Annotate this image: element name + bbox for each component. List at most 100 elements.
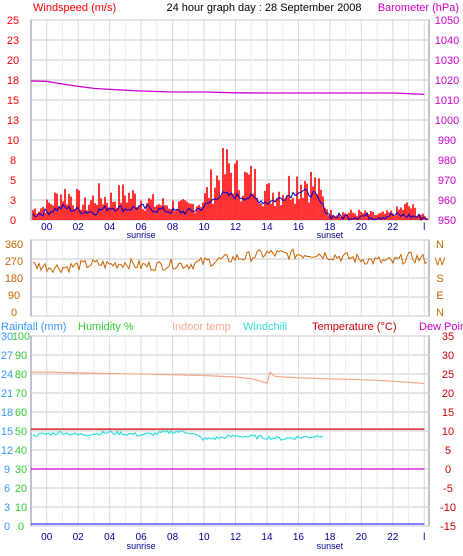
direction-degree-tick: 90 bbox=[8, 290, 20, 302]
direction-compass-tick: N bbox=[436, 307, 444, 319]
hour-label: 20 bbox=[356, 532, 368, 543]
hour-label: 18 bbox=[324, 532, 336, 543]
windspeed-tick: 20 bbox=[7, 55, 19, 67]
humidity-ticks: 0 10 20 30 40 50 60 70 80 90 100 bbox=[12, 331, 30, 533]
sunrise-label-bottom: sunrise bbox=[127, 541, 156, 551]
indoor-temp-legend: Indoor temp bbox=[172, 321, 231, 333]
hour-label: 08 bbox=[167, 532, 179, 543]
barometer-tick: 1000 bbox=[435, 115, 459, 127]
hour-label: 20 bbox=[356, 222, 368, 233]
humidity-tick: 90 bbox=[15, 350, 27, 362]
direction-compass-tick: E bbox=[436, 290, 443, 302]
windspeed-tick: 18 bbox=[7, 75, 19, 87]
rainfall-legend: Rainfall (mm) bbox=[1, 321, 66, 333]
humidity-legend: Humidity % bbox=[78, 321, 134, 333]
rainfall-tick: 6 bbox=[4, 483, 10, 495]
barometer-tick: 990 bbox=[438, 135, 456, 147]
temperature-tick: 5 bbox=[445, 445, 451, 457]
rainfall-tick: 27 bbox=[1, 350, 13, 362]
windspeed-tick: 5 bbox=[10, 175, 16, 187]
temperature-ticks: -15 -10 -5 0 5 10 15 20 25 30 35 bbox=[440, 331, 456, 533]
rainfall-tick: 3 bbox=[4, 502, 10, 514]
barometer-ticks: 950 960 970 980 990 1000 1010 1020 1030 1040 1050 bbox=[435, 15, 459, 227]
windchill-legend: Windchill bbox=[243, 321, 287, 333]
windspeed-tick: 3 bbox=[10, 195, 16, 207]
hour-label: 16 bbox=[293, 222, 305, 233]
barometer-tick: 980 bbox=[438, 155, 456, 167]
temperature-tick: 30 bbox=[442, 350, 454, 362]
rainfall-tick: 0 bbox=[4, 521, 10, 533]
hour-label: 00 bbox=[41, 222, 53, 233]
barometer-tick: 950 bbox=[438, 215, 456, 227]
hour-label: 18 bbox=[324, 222, 336, 233]
barometer-tick: 970 bbox=[438, 175, 456, 187]
windspeed-tick: 10 bbox=[7, 135, 19, 147]
hour-label: 10 bbox=[198, 532, 210, 543]
hour-label: 10 bbox=[198, 222, 210, 233]
temperature-tick: 15 bbox=[442, 407, 454, 419]
humidity-tick: 60 bbox=[15, 407, 27, 419]
rainfall-tick: 15 bbox=[1, 426, 13, 438]
hour-label: 06 bbox=[136, 222, 148, 233]
hour-label: 22 bbox=[387, 222, 399, 233]
indoor-temp-line bbox=[31, 371, 425, 385]
hour-label: 08 bbox=[167, 222, 179, 233]
temperature-tick: -5 bbox=[443, 483, 453, 495]
rainfall-tick: 24 bbox=[1, 369, 13, 381]
temperature-legend: Temperature (°C) bbox=[312, 321, 396, 333]
direction-compass-tick: N bbox=[436, 239, 444, 251]
hour-label: 06 bbox=[136, 532, 148, 543]
wind-direction-line bbox=[32, 248, 428, 274]
windspeed-tick: 25 bbox=[7, 15, 19, 27]
humidity-tick: 80 bbox=[15, 369, 27, 381]
temperature-tick: 0 bbox=[445, 464, 451, 476]
windspeed-tick: 0 bbox=[10, 215, 16, 227]
sunrise-label: sunrise bbox=[127, 230, 156, 240]
rainfall-tick: 30 bbox=[1, 331, 13, 343]
windspeed-average-line bbox=[32, 188, 428, 222]
hour-label: 00 bbox=[41, 532, 53, 543]
sunset-label-bottom: sunset bbox=[317, 541, 344, 551]
windspeed-axis-title: Windspeed (m/s) bbox=[33, 2, 116, 14]
humidity-tick: 20 bbox=[15, 483, 27, 495]
barometer-axis-title: Barometer (hPa) bbox=[378, 2, 459, 14]
dewpoint-legend: Dew Point bbox=[419, 321, 463, 333]
hour-label: 04 bbox=[104, 222, 116, 233]
humidity-tick: 10 bbox=[15, 502, 27, 514]
hour-label: 02 bbox=[73, 222, 85, 233]
temperature-tick: 35 bbox=[442, 331, 454, 343]
humidity-tick: 50 bbox=[15, 426, 27, 438]
humidity-tick: 40 bbox=[15, 445, 27, 457]
humidity-tick: 0 bbox=[18, 521, 24, 533]
humidity-tick: 70 bbox=[15, 388, 27, 400]
direction-degree-tick: 180 bbox=[5, 273, 23, 285]
direction-degree-ticks: 0 90 180 270 360 bbox=[5, 239, 23, 319]
direction-compass-tick: S bbox=[436, 273, 443, 285]
end-label: l bbox=[423, 532, 425, 543]
rainfall-tick: 12 bbox=[1, 445, 13, 457]
barometer-tick: 1040 bbox=[435, 35, 459, 47]
rainfall-ticks: 0 3 6 9 12 15 18 21 24 27 30 bbox=[1, 331, 13, 533]
barometer-tick: 960 bbox=[438, 195, 456, 207]
hour-label: 12 bbox=[230, 222, 242, 233]
rainfall-tick: 9 bbox=[4, 464, 10, 476]
direction-compass-tick: W bbox=[435, 256, 446, 268]
temperature-tick: 25 bbox=[442, 369, 454, 381]
hour-label: 14 bbox=[261, 532, 273, 543]
wind-panel-hour-labels: 00 02 04 06 08 10 12 14 16 18 20 22 l bbox=[41, 222, 425, 233]
barometer-tick: 1020 bbox=[435, 75, 459, 87]
temp-panel-hour-labels: 00 02 04 06 08 10 12 14 16 18 20 22 l bbox=[41, 532, 425, 543]
rainfall-tick: 21 bbox=[1, 388, 13, 400]
humidity-tick: 100 bbox=[12, 331, 30, 343]
hour-label: 04 bbox=[104, 532, 116, 543]
rainfall-tick: 18 bbox=[1, 407, 13, 419]
humidity-tick: 30 bbox=[15, 464, 27, 476]
end-label: l bbox=[423, 222, 425, 233]
direction-degree-tick: 360 bbox=[5, 239, 23, 251]
barometer-tick: 1050 bbox=[435, 15, 459, 27]
hour-label: 12 bbox=[230, 532, 242, 543]
hour-label: 14 bbox=[261, 222, 273, 233]
